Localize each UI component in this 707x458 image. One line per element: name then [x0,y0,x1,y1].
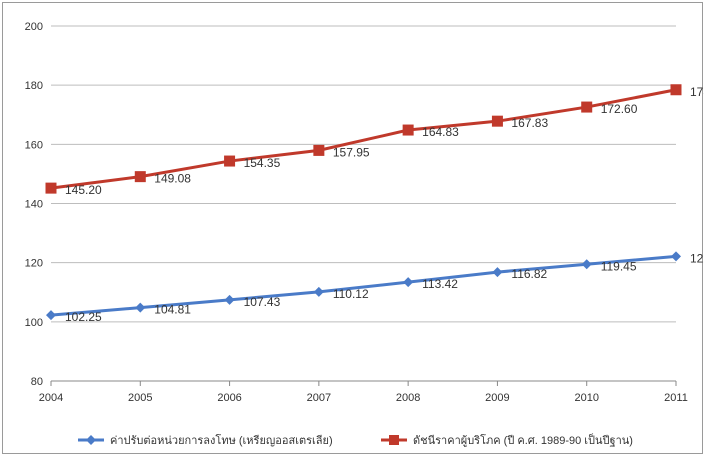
y-tick-label: 120 [25,258,43,270]
diamond-point [313,286,324,297]
diamond-point [671,251,681,262]
y-tick-label: 80 [31,376,43,388]
series-group [45,84,682,321]
square-point [134,171,146,183]
legend-label-1: ค่าปรับต่อหน่วยการลงโทษ (เหรียญออสเตรเลี… [110,433,333,447]
data-label: 107.43 [244,295,281,309]
y-tick-label: 140 [25,199,43,211]
square-point [402,124,414,136]
legend: ค่าปรับต่อหน่วยการลงโทษ (เหรียญออสเตรเลี… [78,433,633,447]
data-label: 119.45 [601,259,637,273]
legend-square-marker [389,435,399,445]
diamond-point [46,310,56,321]
x-tick-label: 2011 [664,392,688,404]
data-label: 172.60 [601,102,638,116]
square-point [45,182,57,194]
diamond-point [581,259,592,270]
diamond-point [492,267,503,278]
data-label: 110.12 [333,287,369,301]
legend-label-2: ดัชนีราคาผู้บริโภค (ปี ค.ศ. 1989-90 เป็น… [413,433,633,447]
x-tick-label: 2006 [217,392,241,404]
square-point [224,155,236,167]
data-label: 154.35 [244,156,281,170]
data-label: 145.20 [65,183,102,197]
y-tick-label: 160 [25,139,43,151]
y-tick-label: 200 [25,21,43,33]
data-labels: 102.25 104.81 107.43 110.12 113.42 116.82 119.… [65,85,704,324]
y-axis-ticks: 80 100 120 140 160 180 200 [25,21,43,388]
square-point [313,144,325,156]
grid-lines [51,25,676,382]
y-tick-label: 100 [25,317,43,329]
data-label: 113.42 [422,277,458,291]
x-axis: 2004 2005 2006 2007 2008 2009 2010 2011 [39,381,688,404]
diamond-point [403,277,414,288]
square-point [491,115,503,127]
data-label: 149.08 [154,172,191,186]
diamond-point [224,294,235,305]
data-label: 178.45 [690,85,704,99]
data-label: 157.95 [333,145,370,159]
series-line-1 [50,254,677,317]
x-tick-label: 2005 [128,392,152,404]
x-tick-label: 2009 [485,392,509,404]
data-label: 116.82 [511,267,547,281]
y-tick-label: 180 [25,80,43,92]
data-label: 122.14 [690,251,704,265]
x-tick-label: 2007 [307,392,331,404]
data-label: 102.25 [65,310,102,324]
diamond-point [135,302,146,313]
x-tick-label: 2010 [574,392,598,404]
series-line-2 [50,88,677,190]
data-label: 164.83 [422,125,459,139]
square-point [581,101,593,113]
data-label: 104.81 [154,303,191,317]
x-tick-label: 2008 [396,392,420,404]
data-label: 167.83 [511,116,548,130]
x-tick-label: 2004 [39,392,63,404]
square-point [670,84,682,96]
legend-diamond-marker [86,435,96,445]
chart-frame: 80 100 120 140 160 180 200 2004 2005 2006 2007 200… [2,2,704,454]
